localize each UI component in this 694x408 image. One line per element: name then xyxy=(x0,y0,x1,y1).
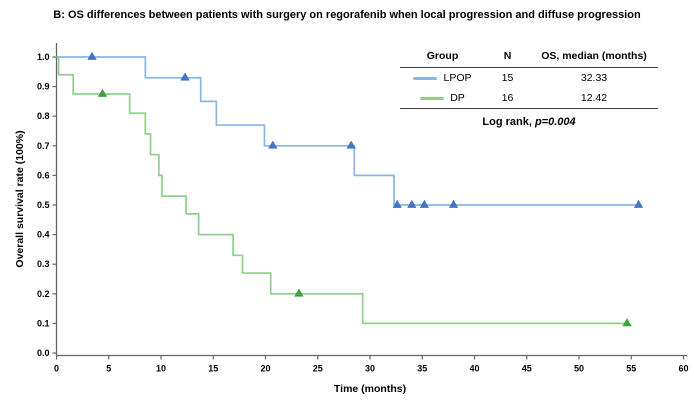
stats-row-dp: DP 16 12.42 xyxy=(400,88,658,109)
stats-header-os: OS, median (months) xyxy=(530,44,658,68)
stats-header-n: N xyxy=(485,44,530,68)
chart-title: B: OS differences between patients with … xyxy=(53,9,641,21)
x-tick-label: 35 xyxy=(417,364,427,374)
dp-line-swatch-icon xyxy=(420,96,445,100)
y-tick-label: 0.8 xyxy=(37,111,50,121)
x-tick-label: 20 xyxy=(260,364,270,374)
censor-mark-lpop xyxy=(87,51,97,60)
x-tick-label: 30 xyxy=(365,364,375,374)
x-tick-label: 5 xyxy=(106,364,111,374)
x-tick-label: 15 xyxy=(208,364,218,374)
y-axis-label: Overall survival rate (100%) xyxy=(14,130,26,268)
stats-row-lpop: LPOP 15 32.33 xyxy=(400,68,658,88)
y-tick-label: 0.0 xyxy=(37,348,50,358)
x-tick-label: 10 xyxy=(156,364,166,374)
y-tick-label: 0.3 xyxy=(37,259,50,269)
log-rank-annotation: Log rank, p=0.004 xyxy=(400,109,658,135)
x-tick-label: 60 xyxy=(678,364,688,374)
censor-mark-dp xyxy=(622,318,632,327)
stats-lpop-n: 15 xyxy=(501,72,514,84)
stats-lpop-group-label: LPOP xyxy=(443,72,472,84)
stats-dp-group-cell: DP xyxy=(400,88,485,109)
y-tick-label: 0.1 xyxy=(37,318,50,328)
censor-mark-lpop xyxy=(633,199,644,208)
y-tick-label: 0.7 xyxy=(37,141,50,151)
y-tick-label: 0.2 xyxy=(37,289,50,299)
x-tick-label: 45 xyxy=(522,364,532,374)
log-rank-pvalue: p=0.004 xyxy=(534,116,576,128)
stats-lpop-group-cell: LPOP xyxy=(400,68,485,88)
x-tick-label: 55 xyxy=(626,364,636,374)
y-tick-label: 1.0 xyxy=(37,52,50,62)
y-tick-label: 0.5 xyxy=(37,200,50,210)
censor-mark-lpop xyxy=(419,199,430,208)
y-tick-label: 0.4 xyxy=(37,230,50,240)
x-tick-label: 25 xyxy=(313,364,323,374)
stats-dp-os: 12.42 xyxy=(530,88,658,109)
lpop-line-swatch-icon xyxy=(413,76,438,80)
censor-mark-dp xyxy=(294,288,304,297)
x-axis-label: Time (months) xyxy=(333,383,407,395)
censor-mark-lpop xyxy=(448,199,459,208)
censor-mark-lpop xyxy=(346,140,356,149)
censor-mark-lpop xyxy=(407,199,417,208)
stats-header-group: Group xyxy=(400,44,485,68)
stats-table-header-row: Group N OS, median (months) xyxy=(400,44,658,68)
censor-mark-dp xyxy=(97,88,108,97)
y-tick-label: 0.9 xyxy=(37,82,50,92)
log-rank-label: Log rank, xyxy=(482,116,535,128)
censor-mark-lpop xyxy=(180,72,190,81)
x-tick-label: 50 xyxy=(574,364,584,374)
censor-mark-lpop xyxy=(392,199,402,208)
y-tick-label: 0.6 xyxy=(37,170,50,180)
stats-dp-n: 16 xyxy=(485,88,530,109)
censor-mark-lpop xyxy=(268,140,278,149)
stats-dp-group-label: DP xyxy=(450,92,465,104)
x-tick-label: 40 xyxy=(469,364,479,374)
stats-table: Group N OS, median (months) LPOP 15 32.3… xyxy=(400,44,658,135)
km-curve-lpop xyxy=(56,56,641,206)
x-tick-label: 0 xyxy=(54,364,59,374)
stats-lpop-os: 32.33 xyxy=(580,72,608,84)
